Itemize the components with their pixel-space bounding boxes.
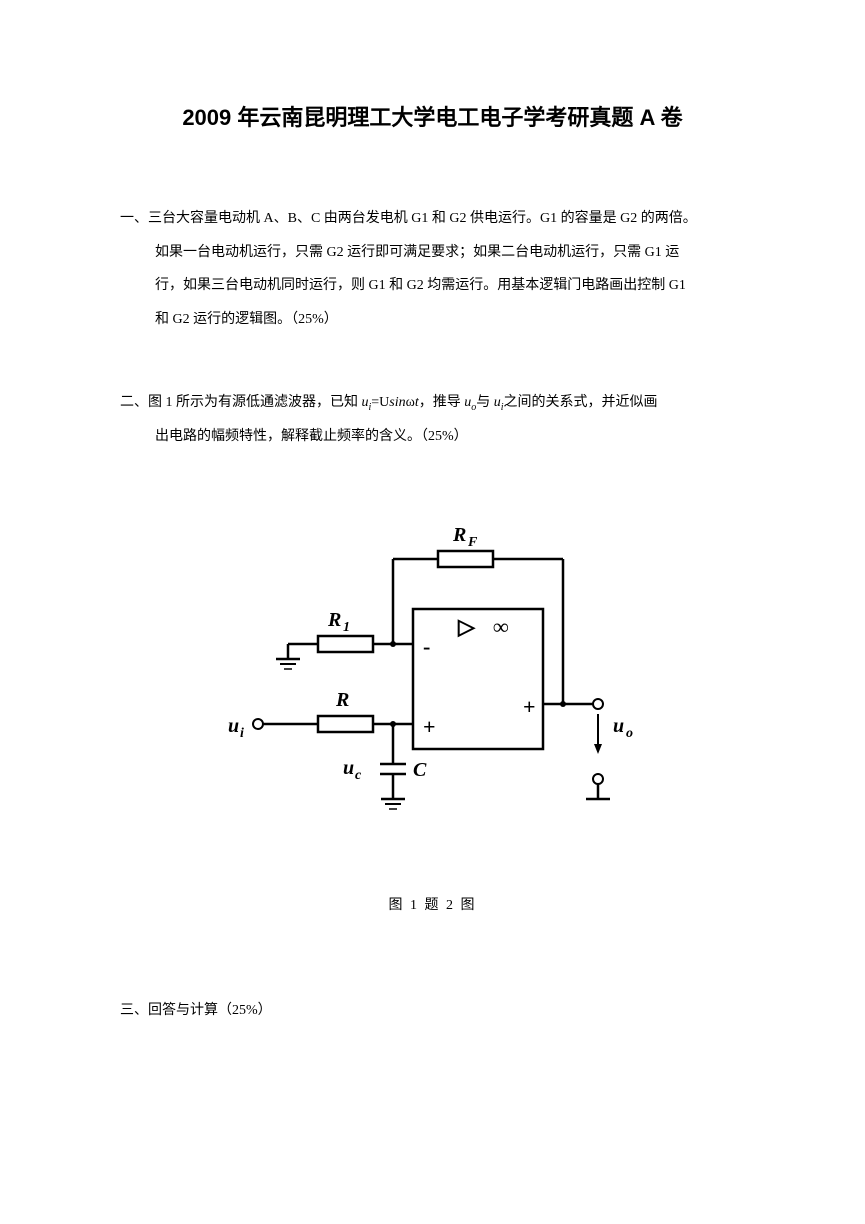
plus-output-symbol: + [523,694,536,719]
page-title: 2009 年云南昆明理工大学电工电子学考研真题 A 卷 [120,100,745,132]
ui-label: u [228,715,239,737]
q2-eq: =U [371,395,389,410]
q1-line2: 如果一台电动机运行，只需 G2 运行即可满足要求；如果二台电动机运行，只需 G1… [120,236,745,270]
q2-line2: 出电路的幅频特性，解释截止频率的含义。（25%） [120,420,745,454]
r1-sub-label: 1 [343,620,350,635]
plus-input-symbol: + [423,714,436,739]
question-2: 二、图 1 所示为有源低通滤波器，已知 ui=Usinωt，推导 uo与 ui之… [120,386,745,453]
ui-sub-label: i [240,726,244,741]
c-label: C [413,759,427,781]
infinity-symbol: ∞ [493,614,509,639]
question-3: 三、回答与计算（25%） [120,994,745,1028]
q2-sin: sin [389,395,405,410]
question-1: 一、三台大容量电动机 A、B、C 由两台发电机 G1 和 G2 供电运行。G1 … [120,202,745,336]
q2-omega: ω [406,395,415,410]
circuit-diagram: ▷ ∞ - + + R 1 R F R u i [218,514,648,844]
rf-sub-label: F [467,535,478,550]
triangle-symbol: ▷ [457,614,476,639]
q2-ui: u [362,395,369,410]
q3-number: 三、 [120,1003,148,1018]
uc-sub-label: c [355,768,362,783]
r-label: R [335,689,349,711]
q2-text-b: ，推导 [419,395,465,410]
q1-line4: 和 G2 运行的逻辑图。（25%） [120,303,745,337]
q1-line1: 三台大容量电动机 A、B、C 由两台发电机 G1 和 G2 供电运行。G1 的容… [148,211,697,226]
q2-text-a: 图 1 所示为有源低通滤波器，已知 [148,395,362,410]
minus-symbol: - [423,634,430,659]
figure-caption: 图 1 题 2 图 [120,894,745,914]
q2-text-c: 与 [476,395,494,410]
q2-text-d: 之间的关系式，并近似画 [504,395,658,410]
uc-label: u [343,757,354,779]
uo-label: u [613,715,624,737]
q3-text: 回答与计算（25%） [148,1003,272,1018]
uo-sub-label: o [626,726,633,741]
r1-label: R [327,609,341,631]
rf-label: R [452,524,466,546]
q2-number: 二、 [120,395,148,410]
q1-number: 一、 [120,211,148,226]
q1-line3: 行，如果三台电动机同时运行，则 G1 和 G2 均需运行。用基本逻辑门电路画出控… [120,269,745,303]
q2-ui2: u [494,395,501,410]
circuit-figure: ▷ ∞ - + + R 1 R F R u i [120,514,745,844]
